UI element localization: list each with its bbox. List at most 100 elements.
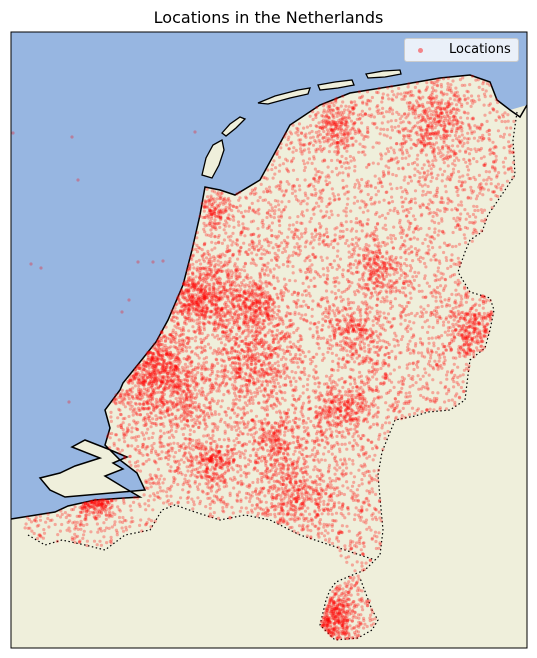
location-point (359, 95, 363, 100)
location-point (330, 187, 334, 191)
location-point (289, 312, 293, 316)
location-point (283, 398, 287, 402)
location-point (432, 82, 436, 86)
island-schiermonnikoog (365, 69, 402, 79)
location-point (321, 188, 325, 192)
location-point (294, 131, 298, 135)
location-point (350, 496, 354, 500)
location-point (345, 313, 350, 317)
location-point (438, 200, 442, 204)
location-point (161, 489, 165, 493)
location-point (244, 506, 248, 510)
location-point (495, 110, 499, 114)
location-point (314, 515, 318, 519)
location-point (23, 526, 27, 530)
location-point (301, 359, 305, 363)
location-point (238, 421, 242, 425)
location-point (121, 529, 126, 533)
location-point (367, 502, 371, 507)
location-point (231, 214, 235, 218)
location-point (56, 533, 60, 537)
location-point (134, 435, 138, 439)
location-point (265, 215, 269, 220)
location-point (456, 383, 461, 387)
location-point (462, 368, 466, 372)
location-point (396, 159, 400, 164)
location-point (378, 215, 382, 219)
location-point (298, 249, 303, 253)
location-point (397, 129, 401, 133)
location-point (440, 179, 444, 183)
location-point (372, 122, 376, 126)
location-point (288, 260, 292, 264)
location-point (439, 200, 444, 204)
location-point (292, 376, 296, 380)
location-point (458, 396, 462, 400)
location-point (412, 334, 416, 338)
location-point (320, 531, 324, 536)
location-point (326, 277, 330, 281)
location-point (339, 554, 343, 558)
location-point (463, 285, 467, 289)
location-point (425, 143, 429, 147)
location-point (403, 415, 407, 419)
location-point (352, 201, 356, 205)
location-point (256, 480, 260, 484)
location-point (347, 250, 351, 254)
location-point (300, 437, 304, 441)
location-point (395, 110, 399, 114)
location-point (351, 462, 355, 466)
location-point (308, 258, 312, 263)
location-point (317, 121, 321, 125)
location-point (351, 368, 355, 372)
location-point (423, 274, 427, 278)
location-point (126, 391, 130, 395)
location-point (109, 419, 113, 423)
location-point (194, 365, 198, 370)
location-point (468, 220, 472, 225)
location-point (353, 195, 357, 199)
location-point (289, 500, 293, 504)
location-point (313, 284, 317, 288)
location-point (418, 337, 422, 341)
location-point (473, 208, 477, 213)
location-point (373, 186, 378, 190)
location-point (244, 496, 248, 500)
coastline (10, 74, 528, 520)
location-point (314, 228, 318, 232)
location-point (435, 186, 440, 190)
location-point (246, 510, 250, 515)
location-point (317, 175, 321, 179)
location-point (337, 288, 341, 292)
location-point (366, 179, 370, 183)
location-point (330, 435, 334, 439)
location-point (394, 355, 398, 359)
location-point (299, 138, 303, 142)
location-point (206, 491, 210, 496)
location-point (386, 415, 391, 419)
location-point (414, 342, 418, 346)
location-point (314, 410, 318, 414)
location-point (383, 223, 387, 227)
location-point (403, 251, 407, 255)
location-point (140, 529, 144, 533)
location-point (333, 150, 337, 154)
location-point (372, 469, 376, 473)
location-point (156, 491, 160, 495)
location-point (254, 211, 258, 215)
location-point (446, 164, 450, 168)
location-point (344, 210, 348, 214)
location-point (126, 392, 130, 397)
location-point (366, 404, 370, 408)
location-point (370, 291, 374, 295)
location-point (427, 284, 432, 288)
location-point (167, 413, 171, 417)
location-point (345, 238, 349, 243)
location-point (257, 207, 261, 211)
location-point (216, 259, 220, 263)
location-point (131, 397, 135, 401)
location-point (336, 242, 340, 246)
location-point (348, 541, 353, 545)
location-point (345, 160, 349, 164)
location-point (343, 192, 347, 196)
